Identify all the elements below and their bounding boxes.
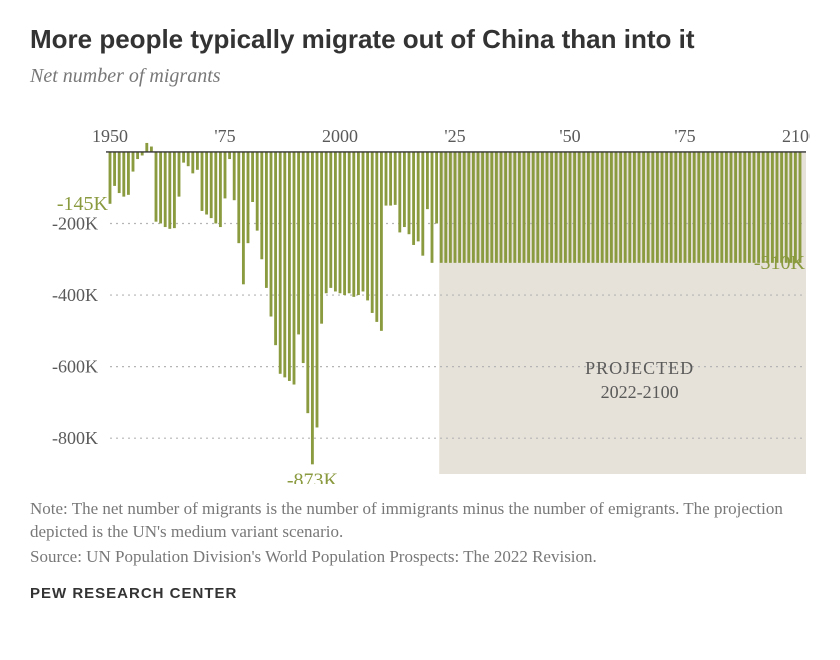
- svg-text:PROJECTED: PROJECTED: [585, 358, 694, 378]
- svg-text:-310K: -310K: [754, 252, 806, 274]
- svg-text:2022-2100: 2022-2100: [601, 382, 679, 402]
- svg-text:'75: '75: [214, 126, 235, 146]
- svg-text:'50: '50: [559, 126, 580, 146]
- svg-text:-800K: -800K: [52, 428, 98, 448]
- bar-chart: 1950 '75 2000 '25 '50 '75 2100 -200K -400K -600K -…: [30, 104, 810, 484]
- svg-text:1950: 1950: [92, 126, 128, 146]
- svg-text:2100: 2100: [782, 126, 810, 146]
- svg-text:-200K: -200K: [52, 213, 98, 233]
- svg-text:-145K: -145K: [57, 193, 109, 215]
- chart-title: More people typically migrate out of Chi…: [30, 24, 810, 55]
- svg-text:-873K: -873K: [287, 469, 339, 484]
- attribution: PEW RESEARCH CENTER: [30, 585, 810, 602]
- svg-text:'25: '25: [444, 126, 465, 146]
- svg-text:-600K: -600K: [52, 357, 98, 377]
- chart-container: 1950 '75 2000 '25 '50 '75 2100 -200K -400K -600K -…: [30, 104, 810, 484]
- svg-text:2000: 2000: [322, 126, 358, 146]
- svg-text:-400K: -400K: [52, 285, 98, 305]
- chart-source: Source: UN Population Division's World P…: [30, 546, 810, 569]
- svg-text:'75: '75: [674, 126, 695, 146]
- chart-subtitle: Net number of migrants: [30, 65, 810, 88]
- chart-note: Note: The net number of migrants is the …: [30, 498, 810, 544]
